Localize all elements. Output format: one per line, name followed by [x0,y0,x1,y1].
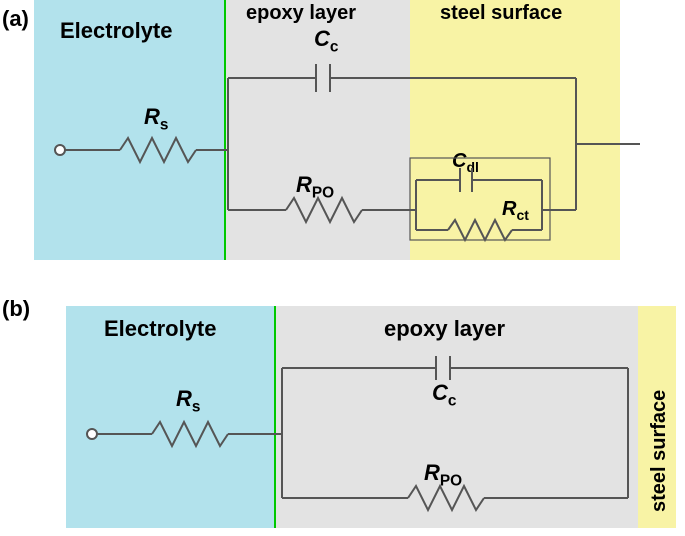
circuit-a [0,0,685,260]
panel-b: Electrolyte epoxy layer steel surface Rs… [0,306,685,528]
panel-a: Electrolyte epoxy layer steel surface Rs… [0,0,685,278]
circuit-b [0,306,685,528]
